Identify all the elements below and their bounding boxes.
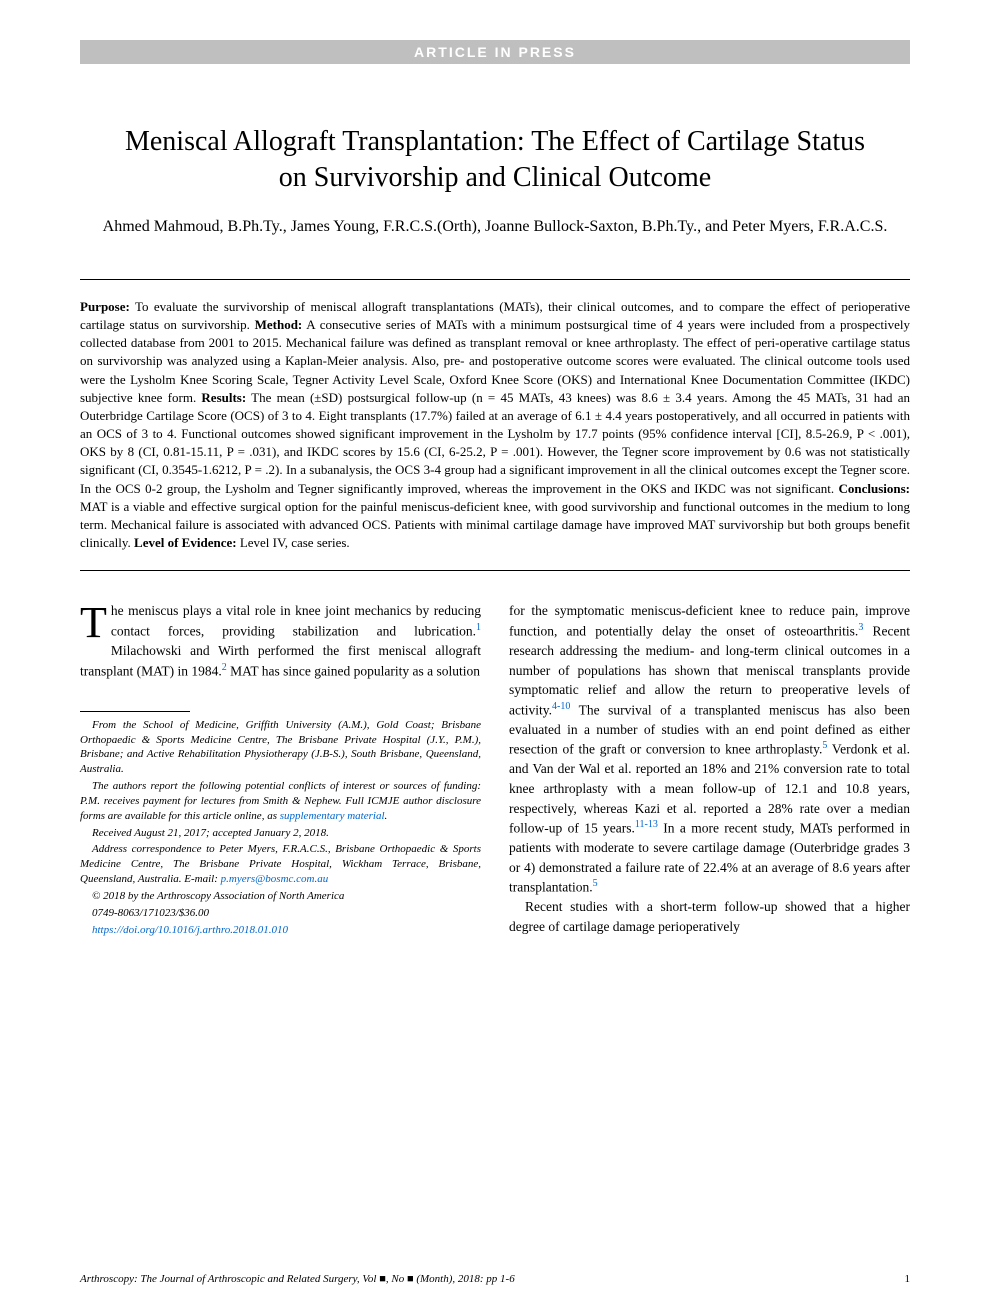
article-title: Meniscal Allograft Transplantation: The … xyxy=(80,124,910,197)
left-column: The meniscus plays a vital role in knee … xyxy=(80,601,481,939)
citation-ref[interactable]: 1 xyxy=(476,622,481,633)
body-columns: The meniscus plays a vital role in knee … xyxy=(80,601,910,939)
body-text: MAT has since gained popularity as a sol… xyxy=(227,663,480,678)
body-text: he meniscus plays a vital role in knee j… xyxy=(111,603,481,638)
author-list: Ahmed Mahmoud, B.Ph.Ty., James Young, F.… xyxy=(80,215,910,239)
article-in-press-banner: ARTICLE IN PRESS xyxy=(80,40,910,64)
conclusions-label: Conclusions: xyxy=(838,481,910,496)
body-paragraph: The meniscus plays a vital role in knee … xyxy=(80,601,481,680)
abstract-block: Purpose: To evaluate the survivorship of… xyxy=(80,280,910,571)
citation-ref[interactable]: 5 xyxy=(593,878,598,889)
footnote-issn: 0749-8063/171023/$36.00 xyxy=(80,906,481,921)
correspondence-email-link[interactable]: p.myers@bosmc.com.au xyxy=(221,873,329,885)
results-label: Results: xyxy=(201,390,246,405)
dropcap: T xyxy=(80,601,111,641)
footnotes-block: From the School of Medicine, Griffith Un… xyxy=(80,718,481,938)
loe-text: Level IV, case series. xyxy=(237,535,350,550)
body-text: for the symptomatic meniscus-deficient k… xyxy=(509,603,910,638)
page-number: 1 xyxy=(905,1273,911,1285)
citation-ref[interactable]: 11-13 xyxy=(635,819,658,830)
supplementary-material-link[interactable]: supplementary material xyxy=(280,810,385,822)
doi-link[interactable]: https://doi.org/10.1016/j.arthro.2018.01… xyxy=(92,924,288,936)
body-text: Recent studies with a short-term follow-… xyxy=(509,899,910,934)
footnote-affiliation: From the School of Medicine, Griffith Un… xyxy=(80,718,481,777)
footer-citation: Arthroscopy: The Journal of Arthroscopic… xyxy=(80,1273,515,1285)
footnote-rule xyxy=(80,711,190,712)
results-text: The mean (±SD) postsurgical follow-up (n… xyxy=(80,390,910,496)
footnote-correspondence: Address correspondence to Peter Myers, F… xyxy=(80,842,481,887)
body-paragraph: Recent studies with a short-term follow-… xyxy=(509,897,910,936)
right-column: for the symptomatic meniscus-deficient k… xyxy=(509,601,910,939)
footnote-copyright: © 2018 by the Arthroscopy Association of… xyxy=(80,889,481,904)
body-paragraph: for the symptomatic meniscus-deficient k… xyxy=(509,601,910,897)
rule-bottom xyxy=(80,570,910,571)
page-footer: Arthroscopy: The Journal of Arthroscopic… xyxy=(80,1273,910,1285)
purpose-label: Purpose: xyxy=(80,299,130,314)
footnote-coi: The authors report the following potenti… xyxy=(80,779,481,824)
method-label: Method: xyxy=(255,317,303,332)
footnote-text: . xyxy=(385,810,388,822)
footnote-dates: Received August 21, 2017; accepted Janua… xyxy=(80,826,481,841)
footnote-doi: https://doi.org/10.1016/j.arthro.2018.01… xyxy=(80,923,481,938)
citation-ref[interactable]: 4-10 xyxy=(552,701,570,712)
loe-label: Level of Evidence: xyxy=(134,535,237,550)
